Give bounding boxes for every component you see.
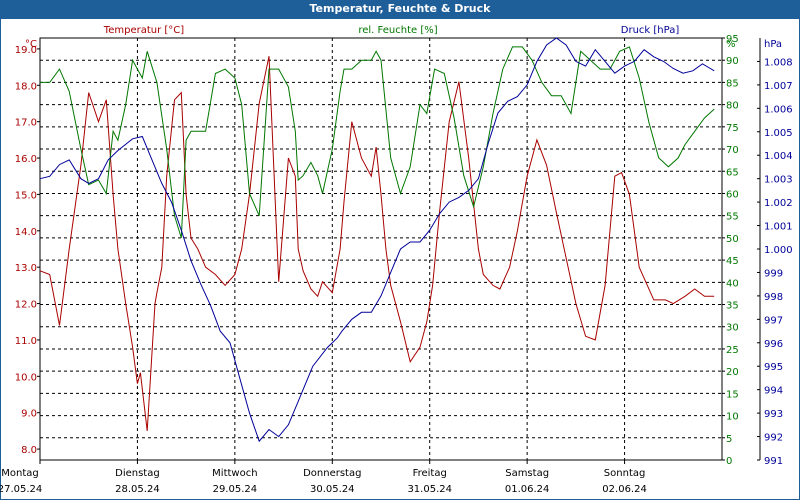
pressure-axis: 1.008 1.007 1.006 1.005 1.004 1.003 1.002 1.001… [757, 38, 793, 467]
pressure-tick-label: 1.007 [764, 81, 793, 92]
humidity-tick-label: 80 [726, 101, 739, 112]
temperature-tick-label: 15.0 [15, 190, 37, 201]
humidity-tick-label: 65 [726, 167, 739, 178]
humidity-tick-label: 35 [726, 301, 739, 312]
x-tick-label-day: Donnerstag [303, 468, 361, 479]
humidity-tick-label: 5 [726, 434, 732, 445]
temperature-tick-label: 18.0 [15, 81, 37, 92]
humidity-tick-label: 55 [726, 212, 739, 223]
pressure-tick-label: 999 [764, 268, 783, 279]
grid-lines [40, 38, 722, 460]
pressure-tick-label: 993 [764, 409, 783, 420]
temperature-tick-label: 10.0 [15, 372, 37, 383]
x-tick-label-date: 28.05.24 [115, 484, 160, 495]
humidity-tick-label: 60 [726, 189, 739, 200]
pressure-tick-label: 998 [764, 292, 783, 303]
pressure-tick-label: 1.000 [764, 245, 793, 256]
pressure-tick-label: 1.001 [764, 222, 793, 233]
temperature-tick-label: 17.0 [15, 118, 37, 129]
pressure-tick-label: 1.008 [764, 57, 793, 68]
humidity-tick-label: 50 [726, 234, 739, 245]
temperature-tick-label: 9.0 [21, 409, 37, 420]
humidity-axis-title: rel. Feuchte [%] [358, 25, 437, 36]
temperature-tick-label: 13.0 [15, 263, 37, 274]
chart-title: Temperatur, Feuchte & Druck [0, 0, 800, 18]
humidity-tick-label: 10 [726, 412, 739, 423]
humidity-tick-label: 15 [726, 389, 739, 400]
temperature-unit-label: °C [25, 39, 37, 50]
humidity-tick-label: 70 [726, 145, 739, 156]
pressure-tick-label: 992 [764, 433, 783, 444]
x-tick-label-day: Dienstag [115, 468, 160, 479]
pressure-line [39, 37, 715, 443]
pressure-unit-label: hPa [764, 39, 782, 50]
humidity-tick-label: 90 [726, 56, 739, 67]
x-tick-label-date: 27.05.24 [0, 484, 42, 495]
x-tick-label-date: 31.05.24 [407, 484, 452, 495]
pressure-tick-label: 1.004 [764, 151, 793, 162]
temperature-tick-label: 12.0 [15, 300, 37, 311]
temperature-axis-title: Temperatur [°C] [103, 25, 184, 36]
x-tick-label-day: Freitag [413, 468, 447, 479]
x-tick-label-day: Mittwoch [212, 468, 257, 479]
humidity-tick-label: 45 [726, 256, 739, 267]
temperature-tick-label: 11.0 [15, 336, 37, 347]
x-tick-label-date: 02.06.24 [602, 484, 647, 495]
x-tick-label-date: 29.05.24 [213, 484, 258, 495]
pressure-tick-label: 1.006 [764, 104, 793, 115]
x-tick-label-date: 30.05.24 [310, 484, 355, 495]
pressure-tick-label: 994 [764, 386, 783, 397]
humidity-tick-label: 75 [726, 123, 739, 134]
pressure-tick-label: 1.005 [764, 128, 793, 139]
humidity-tick-label: 20 [726, 367, 739, 378]
humidity-tick-label: 85 [726, 78, 739, 89]
humidity-unit-label: % [726, 39, 736, 50]
pressure-tick-label: 997 [764, 315, 783, 326]
temperature-tick-label: 8.0 [21, 445, 37, 456]
temperature-tick-label: 16.0 [15, 154, 37, 165]
humidity-line [40, 46, 715, 239]
humidity-tick-label: 0 [726, 456, 732, 467]
temperature-tick-label: 14.0 [15, 227, 37, 238]
pressure-tick-label: 1.003 [764, 175, 793, 186]
pressure-axis-title: Druck [hPa] [621, 25, 680, 36]
temperature-line [39, 56, 715, 431]
pressure-tick-label: 996 [764, 339, 783, 350]
x-tick-label-day: Samstag [505, 468, 549, 479]
humidity-tick-label: 40 [726, 278, 739, 289]
x-tick-label-day: Sonntag [604, 468, 646, 479]
pressure-tick-label: 991 [764, 456, 783, 467]
x-tick-label-day: Montag [1, 468, 38, 479]
x-axis: Montag 27.05.24 Dienstag 28.05.24 Mittwoch 29… [0, 460, 647, 495]
x-tick-label-date: 01.06.24 [505, 484, 550, 495]
temperature-tick-label: 19.0 [15, 45, 37, 56]
pressure-tick-label: 995 [764, 362, 783, 373]
humidity-tick-label: 25 [726, 345, 739, 356]
humidity-tick-label: 30 [726, 323, 739, 334]
humidity-tick-label: 95 [726, 34, 739, 45]
series-lines [39, 37, 715, 443]
axis-headers: Temperatur [°C] rel. Feuchte [%] Druck [hP… [25, 25, 782, 50]
temperature-axis: 19.0 18.0 17.0 16.0 15.0 14.0 13.0 12.0 11.0 10.0… [15, 45, 40, 456]
plot-area [39, 37, 723, 461]
pressure-tick-label: 1.002 [764, 198, 793, 209]
